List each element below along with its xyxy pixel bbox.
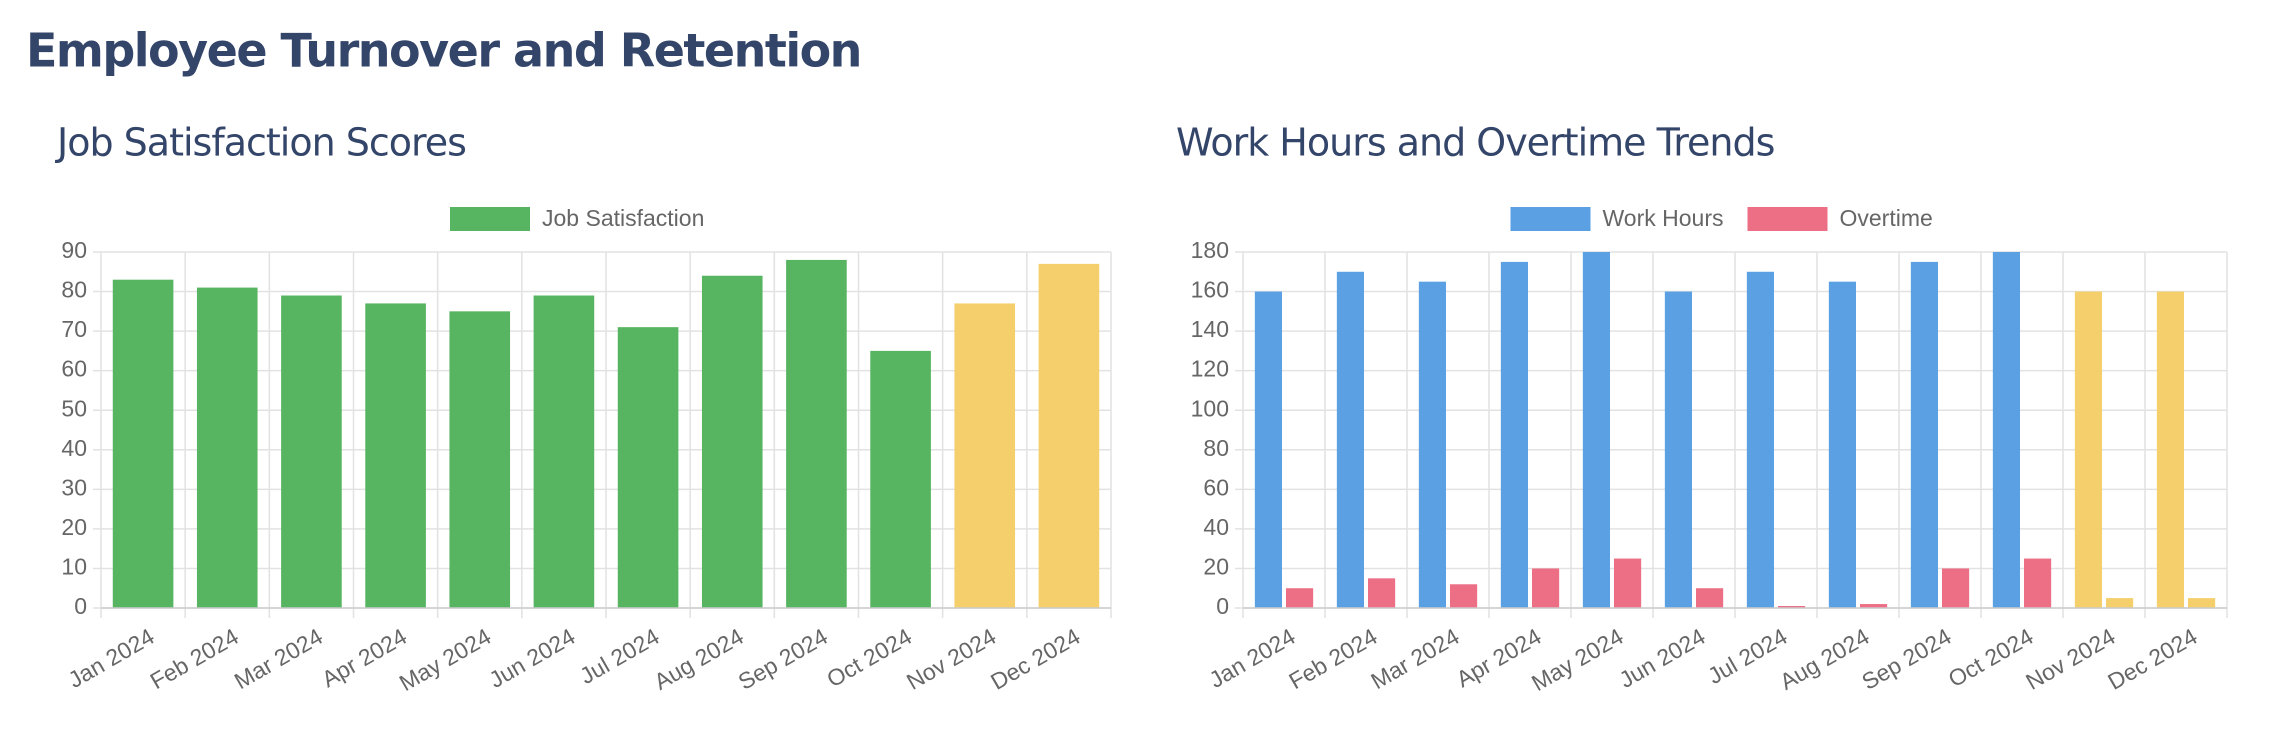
- bar: [1942, 568, 1970, 608]
- x-tick-label: Aug 2024: [649, 623, 747, 695]
- bar: [1992, 252, 2020, 608]
- y-tick-label: 80: [61, 277, 87, 303]
- bar: [786, 259, 847, 608]
- y-tick-label: 40: [1203, 514, 1229, 540]
- x-tick-label: Dec 2024: [2103, 623, 2201, 695]
- y-tick-label: 120: [1191, 356, 1229, 382]
- bar: [1828, 281, 1856, 608]
- x-tick-label: Nov 2024: [2021, 623, 2119, 695]
- chart-title: Job Satisfaction Scores: [55, 121, 466, 165]
- bar: [617, 327, 679, 608]
- x-tick-label: Apr 2024: [317, 623, 411, 692]
- x-tick-label: Sep 2024: [734, 623, 832, 695]
- x-tick-label: Feb 2024: [1284, 623, 1381, 694]
- bar: [365, 303, 426, 608]
- x-tick-label: Sep 2024: [1857, 623, 1955, 695]
- legend-label: Overtime: [1840, 205, 1933, 231]
- bar: [954, 303, 1016, 608]
- y-tick-label: 100: [1191, 395, 1229, 421]
- bar: [1500, 261, 1528, 608]
- y-tick-label: 60: [61, 356, 87, 382]
- y-tick-label: 0: [74, 593, 87, 619]
- y-tick-label: 20: [61, 514, 87, 540]
- bar: [281, 295, 342, 608]
- y-tick-label: 90: [61, 237, 87, 263]
- y-tick-label: 160: [1191, 277, 1229, 303]
- y-tick-label: 0: [1216, 593, 1229, 619]
- x-tick-label: Mar 2024: [1366, 623, 1463, 694]
- bar: [1614, 558, 1642, 608]
- x-tick-label: Jan 2024: [1205, 623, 1300, 693]
- bar: [2074, 291, 2102, 608]
- bar: [1860, 604, 1888, 608]
- bar: [1664, 291, 1692, 608]
- chart-title: Work Hours and Overtime Trends: [1176, 121, 1774, 165]
- bar: [1254, 291, 1282, 608]
- legend-swatch: [1510, 207, 1591, 231]
- x-tick-label: Mar 2024: [230, 623, 327, 694]
- bar: [870, 350, 931, 608]
- x-tick-label: Aug 2024: [1775, 623, 1873, 695]
- bar: [1746, 271, 1774, 608]
- legend-label: Job Satisfaction: [542, 205, 704, 231]
- bar: [1696, 588, 1724, 608]
- legend-swatch: [450, 207, 530, 231]
- bar: [112, 279, 174, 608]
- bar: [1286, 588, 1314, 608]
- bar: [2106, 598, 2134, 608]
- x-tick-label: Feb 2024: [146, 623, 243, 694]
- bar: [2024, 558, 2052, 608]
- bar: [533, 295, 595, 608]
- x-tick-label: Jun 2024: [1615, 623, 1710, 693]
- x-tick-label: Jul 2024: [575, 623, 663, 689]
- y-tick-label: 140: [1191, 316, 1229, 342]
- y-tick-label: 40: [61, 435, 87, 461]
- y-tick-label: 20: [1203, 554, 1229, 580]
- bar: [2156, 291, 2184, 608]
- bar: [1336, 271, 1364, 608]
- bar: [1038, 263, 1100, 608]
- bar: [1582, 252, 1610, 608]
- y-tick-label: 10: [61, 554, 87, 580]
- y-tick-label: 30: [61, 474, 87, 500]
- y-tick-label: 180: [1191, 237, 1229, 263]
- x-tick-label: Jan 2024: [64, 623, 159, 693]
- bar: [701, 275, 763, 608]
- y-tick-label: 70: [61, 316, 87, 342]
- bar: [1778, 606, 1806, 608]
- x-tick-label: May 2024: [395, 623, 496, 696]
- x-tick-label: Nov 2024: [902, 623, 1000, 695]
- x-tick-label: Oct 2024: [1944, 623, 2038, 692]
- bar: [449, 311, 511, 608]
- bar: [1910, 261, 1938, 608]
- bar: [2188, 598, 2216, 608]
- bar: [1368, 578, 1396, 608]
- x-tick-label: Jun 2024: [484, 623, 579, 693]
- x-tick-label: Oct 2024: [822, 623, 916, 692]
- bar: [196, 287, 258, 608]
- bar: [1418, 281, 1446, 608]
- y-tick-label: 80: [1203, 435, 1229, 461]
- y-tick-label: 60: [1203, 474, 1229, 500]
- legend-label: Work Hours: [1603, 205, 1724, 231]
- x-tick-label: May 2024: [1527, 623, 1628, 696]
- legend-swatch: [1747, 207, 1828, 231]
- bar: [1532, 568, 1560, 608]
- x-tick-label: Dec 2024: [986, 623, 1084, 695]
- bar: [1450, 584, 1478, 608]
- y-tick-label: 50: [61, 395, 87, 421]
- page-title: Employee Turnover and Retention: [26, 24, 861, 78]
